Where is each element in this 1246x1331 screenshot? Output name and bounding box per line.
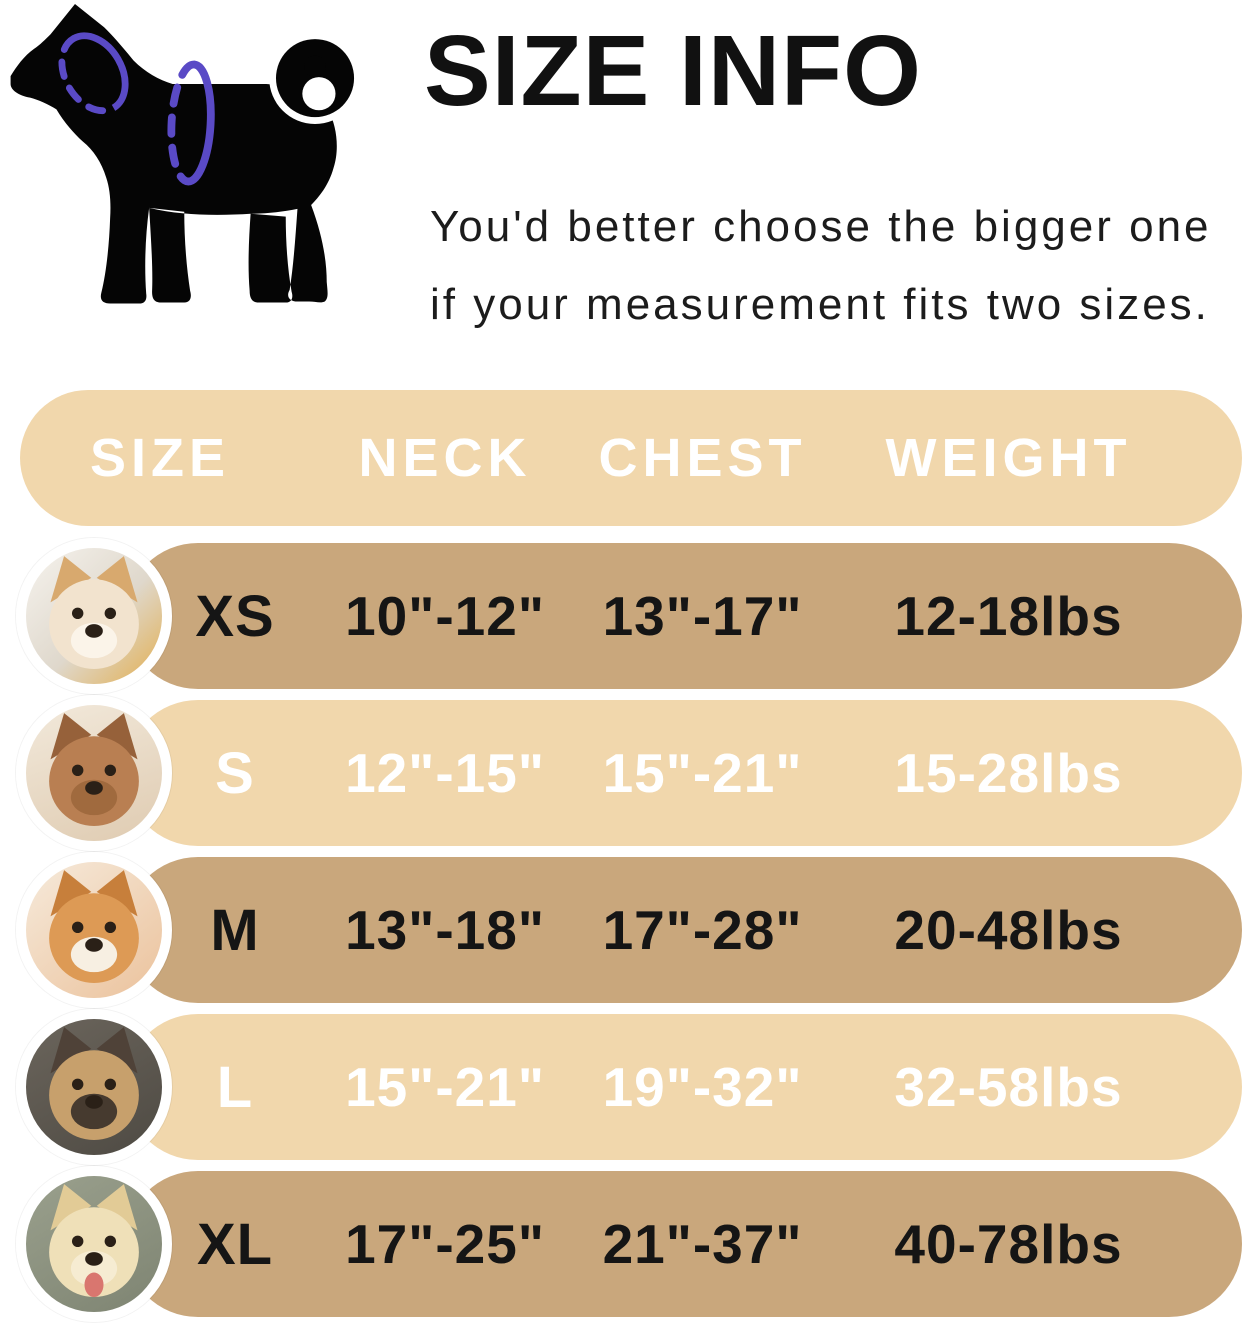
weight-value: 40-78lbs — [894, 1213, 1123, 1275]
dog-photo-toy-poodle — [16, 695, 172, 851]
neck-value: 13"-18" — [345, 899, 545, 961]
size-label: S — [215, 740, 255, 806]
chest-value: 21"-37" — [602, 1213, 803, 1275]
neck-value: 12"-15" — [345, 742, 545, 804]
size-label: M — [210, 897, 260, 963]
subtitle: You'd better choose the bigger one if yo… — [430, 188, 1230, 344]
dog-silhouette-measure-diagram-icon — [10, 3, 361, 304]
size-label: XL — [196, 1211, 274, 1277]
header-row-background — [20, 390, 1242, 526]
row-background — [125, 543, 1242, 689]
neck-measure-ring — [58, 32, 129, 115]
dog-photo-french-bulldog — [16, 1009, 172, 1165]
table-row-xl: XL 17"-25" 21"-37" 40-78lbs — [16, 1166, 1242, 1322]
table-row-xs: XS 10"-12" 13"-17" 12-18lbs — [16, 538, 1242, 694]
weight-value: 15-28lbs — [894, 742, 1123, 804]
column-header-chest: CHEST — [598, 428, 807, 488]
size-label: L — [216, 1054, 254, 1120]
row-background — [125, 1014, 1242, 1160]
neck-value: 15"-21" — [345, 1056, 545, 1118]
chest-measure-ring — [167, 60, 215, 186]
weight-value: 20-48lbs — [894, 899, 1123, 961]
weight-value: 32-58lbs — [894, 1056, 1123, 1118]
weight-value: 12-18lbs — [894, 585, 1123, 647]
neck-value: 17"-25" — [345, 1213, 545, 1275]
chest-value: 15"-21" — [602, 742, 803, 804]
chest-value: 17"-28" — [602, 899, 803, 961]
row-background — [125, 857, 1242, 1003]
row-background — [125, 1171, 1242, 1317]
page-title: SIZE INFO — [424, 15, 922, 127]
subtitle-line-1: You'd better choose the bigger one — [430, 202, 1212, 251]
row-background — [125, 700, 1242, 846]
neck-value: 10"-12" — [345, 585, 545, 647]
column-header-weight: WEIGHT — [885, 428, 1132, 488]
dog-photo-pomeranian — [16, 538, 172, 694]
chest-value: 19"-32" — [602, 1056, 803, 1118]
subtitle-line-2: if your measurement fits two sizes. — [430, 280, 1210, 329]
chest-value: 13"-17" — [602, 585, 803, 647]
table-row-l: L 15"-21" 19"-32" 32-58lbs — [16, 1009, 1242, 1165]
column-header-size: SIZE — [89, 428, 231, 488]
table-header-row: SIZE NECK CHEST WEIGHT — [20, 390, 1242, 526]
table-row-m: M 13"-18" 17"-28" 20-48lbs — [16, 852, 1242, 1008]
table-row-s: S 12"-15" 15"-21" 15-28lbs — [16, 695, 1242, 851]
dog-photo-shiba-inu — [16, 852, 172, 1008]
size-label: XS — [195, 583, 275, 649]
dog-photo-labrador-retriever — [16, 1166, 172, 1322]
column-header-neck: NECK — [358, 428, 532, 488]
